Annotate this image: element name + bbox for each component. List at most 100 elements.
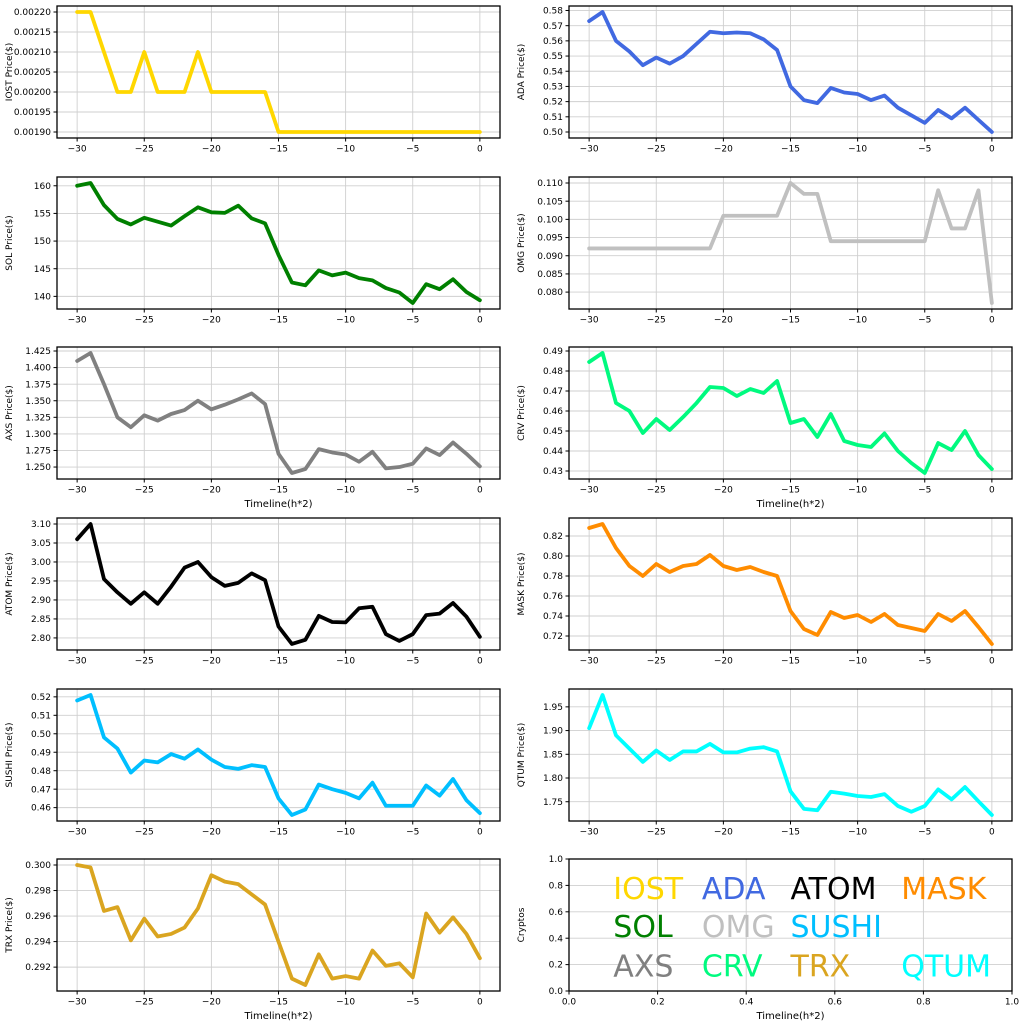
sol-line-plot: −30 −25 −20 −15 −10 −5 0 140 145 150 155 160 SOL Pri… [0, 170, 512, 342]
x-tick-label: −25 [135, 144, 154, 154]
y-tick-label: 1.75 [543, 797, 563, 807]
crv-price-line [587, 351, 994, 476]
y-tick-label: 0.6 [549, 908, 564, 918]
x-tick-label: −15 [269, 315, 288, 325]
plot-content [75, 10, 482, 134]
x-tick-label: 0 [477, 827, 483, 837]
mask-price-line [587, 522, 994, 646]
y-tick-label: 1.350 [25, 397, 51, 407]
y-tick-label: 0.47 [543, 387, 563, 397]
x-tick-label: 0 [477, 315, 483, 325]
x-tick-label: 0 [477, 998, 483, 1008]
y-tick-label: 0.2 [549, 961, 563, 971]
y-tick-label: 2.85 [31, 615, 51, 625]
y-tick-label: 1.300 [25, 430, 51, 440]
x-tick-label: −25 [135, 998, 154, 1008]
x-tick-label: −10 [336, 315, 355, 325]
x-tick-label: −15 [781, 315, 800, 325]
x-tick-label: −25 [647, 486, 666, 496]
qtum-price-chart: −30 −25 −20 −15 −10 −5 0 1.75 1.80 1.85 1.90 1.95 QT… [512, 682, 1024, 854]
sol-price-chart: −30 −25 −20 −15 −10 −5 0 140 145 150 155 160 SOL Pri… [0, 170, 512, 342]
y-tick-label: 0.53 [543, 83, 563, 93]
y-tick-label: 0.78 [543, 572, 563, 582]
y-tick-label: 0.47 [31, 785, 51, 795]
y-tick-label: 0.00215 [14, 28, 51, 38]
y-tick-label: 0.49 [543, 347, 563, 357]
y-axis-label: ADA Price($) [517, 44, 527, 101]
y-axis-label: ATOM Price($) [5, 552, 15, 615]
y-tick-label: 0.51 [31, 711, 51, 721]
y-tick-label: 0.45 [543, 427, 563, 437]
x-tick-label: 0 [477, 144, 483, 154]
x-tick-label: −30 [580, 144, 599, 154]
omg-price-line [587, 180, 994, 305]
x-tick-label: −5 [406, 315, 419, 325]
y-tick-label: 3.05 [31, 539, 51, 549]
crv-line-plot: −30 −25 −20 −15 −10 −5 0 0.43 0.44 0.45 0.46 0.47 0.… [512, 341, 1024, 512]
y-tick-label: 0.44 [543, 447, 563, 457]
ada-line-plot: −30 −25 −20 −15 −10 −5 0 0.50 0.51 0.52 0.53 0.54 0.… [512, 0, 1024, 171]
y-tick-label: 0.49 [31, 748, 51, 758]
y-tick-label: 1.0 [549, 855, 564, 865]
trx-line-plot: −30 −25 −20 −15 −10 −5 0 0.292 0.294 0.296 0.298 0.… [0, 853, 512, 1024]
x-tick-label: −30 [68, 827, 87, 837]
x-tick-label: −30 [580, 656, 599, 666]
y-axis-label: Cryptos [517, 908, 527, 943]
x-tick-label: −15 [781, 486, 800, 496]
x-tick-label: −30 [68, 656, 87, 666]
omg-price-chart: −30 −25 −20 −15 −10 −5 0 0.080 0.085 0.090 0.095 0.… [512, 170, 1024, 342]
y-axis-label: TRX Price($) [5, 898, 15, 954]
y-tick-label: 0.76 [543, 592, 563, 602]
y-tick-label: 2.80 [31, 634, 51, 644]
y-tick-label: 0.50 [543, 128, 563, 138]
legend-entry-crv: CRV [702, 950, 763, 985]
y-tick-label: 0.52 [543, 98, 563, 108]
x-tick-label: −10 [336, 827, 355, 837]
x-tick-label: 0.8 [916, 998, 931, 1008]
x-tick-label: −15 [269, 486, 288, 496]
x-tick-label: −25 [647, 656, 666, 666]
x-tick-label: −15 [781, 656, 800, 666]
y-tick-label: 0.080 [537, 288, 563, 298]
y-tick-label: 1.80 [543, 774, 563, 784]
x-tick-label: −15 [781, 827, 800, 837]
x-tick-label: −20 [714, 486, 733, 496]
y-tick-label: 0.00190 [14, 128, 51, 138]
y-tick-label: 0.00195 [14, 108, 51, 118]
y-tick-label: 3.10 [31, 520, 51, 530]
x-tick-label: −10 [336, 656, 355, 666]
y-tick-label: 1.90 [543, 726, 563, 736]
y-tick-label: 150 [34, 237, 51, 247]
x-tick-label: −10 [848, 827, 867, 837]
x-tick-label: −15 [781, 144, 800, 154]
plot-content [587, 522, 994, 646]
x-tick-label: −5 [406, 656, 419, 666]
x-tick-label: −25 [647, 315, 666, 325]
trx-price-chart: −30 −25 −20 −15 −10 −5 0 0.292 0.294 0.296 0.298 0.… [0, 853, 512, 1024]
y-tick-label: 2.90 [31, 596, 51, 606]
x-tick-label: −5 [918, 486, 931, 496]
y-tick-label: 0.110 [537, 179, 563, 189]
y-tick-label: 0.298 [25, 887, 51, 897]
x-tick-label: −25 [647, 827, 666, 837]
y-tick-label: 0.294 [25, 938, 51, 948]
x-tick-label: −10 [848, 656, 867, 666]
y-tick-label: 0.56 [543, 37, 563, 47]
x-tick-label: −20 [202, 486, 221, 496]
x-tick-label: 0 [989, 486, 995, 496]
x-tick-label: 0.2 [650, 998, 664, 1008]
axs-price-line [75, 351, 482, 476]
x-tick-label: −25 [135, 315, 154, 325]
x-tick-label: −20 [202, 315, 221, 325]
x-tick-label: −30 [68, 998, 87, 1008]
crv-price-chart: −30 −25 −20 −15 −10 −5 0 0.43 0.44 0.45 0.46 0.47 0.… [512, 341, 1024, 512]
x-axis-label: Timeline(h*2) [755, 499, 824, 510]
y-tick-label: 0.48 [31, 766, 51, 776]
sushi-price-line [75, 692, 482, 817]
trx-price-line [75, 863, 482, 988]
y-tick-label: 0.58 [543, 7, 563, 17]
y-tick-label: 1.400 [25, 364, 51, 374]
x-tick-label: −30 [68, 144, 87, 154]
y-tick-label: 0.82 [543, 532, 563, 542]
x-tick-label: 0 [989, 827, 995, 837]
